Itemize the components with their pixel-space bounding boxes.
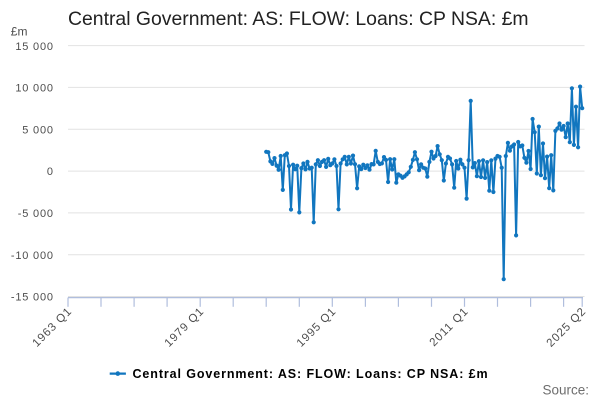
svg-text:0: 0 bbox=[47, 166, 54, 178]
svg-text:Source:: Source: bbox=[542, 383, 589, 398]
svg-text:Central Government: AS: FLOW:: Central Government: AS: FLOW: Loans: CP … bbox=[68, 8, 529, 30]
svg-text:£m: £m bbox=[11, 25, 28, 39]
svg-text:-10 000: -10 000 bbox=[11, 250, 54, 262]
svg-text:-15 000: -15 000 bbox=[11, 292, 54, 304]
svg-text:-5 000: -5 000 bbox=[18, 208, 54, 220]
svg-text:15 000: 15 000 bbox=[15, 41, 53, 53]
svg-text:5 000: 5 000 bbox=[22, 124, 54, 136]
svg-text:10 000: 10 000 bbox=[15, 83, 53, 95]
svg-text:Central Government: AS: FLOW:: Central Government: AS: FLOW: Loans: CP … bbox=[133, 367, 489, 381]
